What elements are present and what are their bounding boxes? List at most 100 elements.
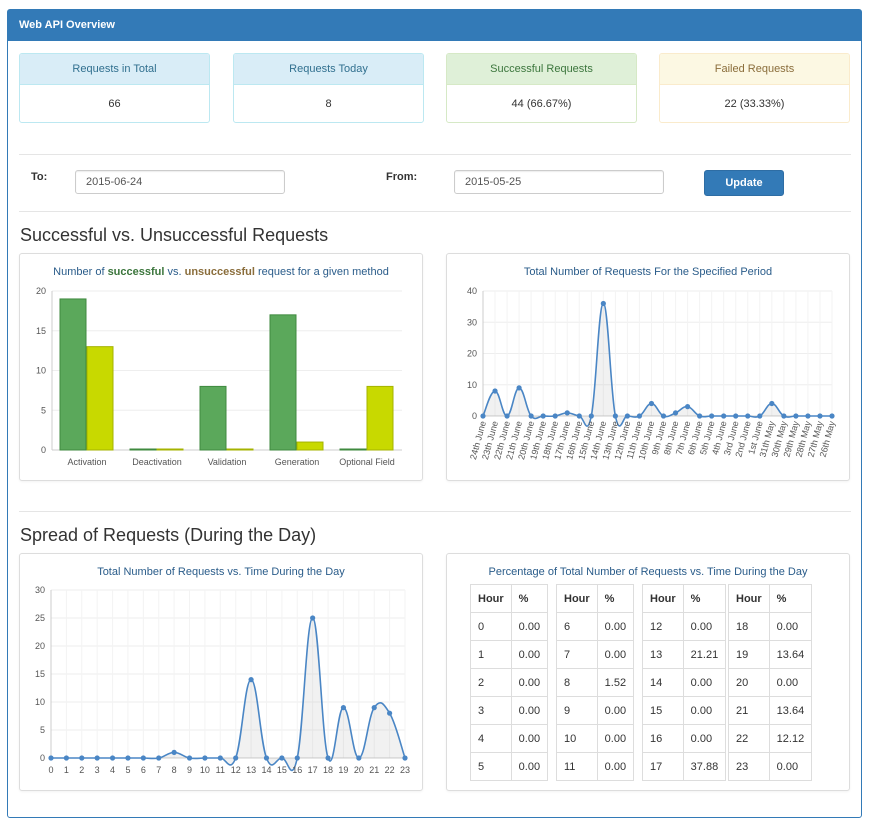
x-tick-label: 17 — [308, 765, 318, 775]
bar — [269, 314, 297, 451]
data-point — [721, 413, 727, 419]
hour-chart-title: Total Number of Requests vs. Time During… — [97, 566, 345, 578]
data-point — [504, 413, 510, 419]
stat-successful-requests: Successful Requests 44 (66.67%) — [446, 53, 637, 123]
data-point — [817, 413, 823, 419]
x-tick-label: 4 — [110, 765, 115, 775]
percent-cell: 0.00 — [682, 612, 727, 641]
stat-value: 22 (33.33%) — [724, 98, 785, 110]
table-row: 23 0.00 — [728, 752, 813, 781]
stat-label: Requests Today — [234, 54, 423, 85]
table-header-row: Hour% — [642, 584, 727, 613]
stat-label: Successful Requests — [447, 54, 636, 85]
to-date-input[interactable] — [75, 170, 285, 194]
area-fill — [51, 618, 405, 771]
x-tick-label: 20 — [354, 765, 364, 775]
hour-header: Hour — [556, 584, 598, 613]
from-date-input[interactable] — [454, 170, 664, 194]
x-tick-label: 11 — [216, 765, 225, 775]
hour-chart-box: Total Number of Requests vs. Time During… — [19, 553, 423, 791]
percent-cell: 0.00 — [510, 668, 549, 697]
hour-cell: 19 — [728, 640, 770, 669]
x-tick-label: 1 — [64, 765, 69, 775]
bar-title-suffix: request for a given method — [254, 266, 389, 278]
percent-cell: 0.00 — [596, 612, 635, 641]
data-point — [48, 755, 54, 761]
bar — [226, 448, 254, 451]
table-row: 16 0.00 — [642, 724, 727, 753]
data-point — [94, 755, 100, 761]
percent-cell: 0.00 — [596, 752, 635, 781]
x-tick-label: Generation — [275, 457, 320, 467]
y-tick-label: 25 — [35, 613, 45, 623]
data-point — [109, 755, 116, 761]
table-header-row: Hour% — [470, 584, 549, 613]
data-point — [829, 413, 835, 419]
percent-cell: 0.00 — [768, 668, 813, 697]
percent-cell: 0.00 — [510, 696, 549, 725]
percent-cell: 0.00 — [682, 696, 727, 725]
table-row: 19 13.64 — [728, 640, 813, 669]
percent-cell: 0.00 — [510, 612, 549, 641]
x-tick-label: 21 — [369, 765, 379, 775]
hour-cell: 13 — [642, 640, 684, 669]
bar-chart-box: Number of successful vs. unsuccessful re… — [19, 253, 423, 481]
bar — [129, 448, 157, 451]
percentage-table-box: Percentage of Total Number of Requests v… — [446, 553, 850, 791]
table-row: 10 0.00 — [556, 724, 635, 753]
table-row: 20 0.00 — [728, 668, 813, 697]
x-tick-label: 13 — [246, 765, 256, 775]
hour-cell: 20 — [728, 668, 770, 697]
bar-title-fail: unsuccessful — [184, 266, 255, 278]
hour-cell: 23 — [728, 752, 770, 781]
data-point — [769, 400, 775, 407]
percent-cell: 0.00 — [682, 724, 727, 753]
data-point — [492, 388, 498, 394]
data-point — [279, 755, 285, 761]
hour-cell: 15 — [642, 696, 684, 725]
data-point — [745, 413, 751, 419]
data-point — [588, 413, 594, 419]
hour-cell: 6 — [556, 612, 598, 641]
percent-header: % — [510, 584, 549, 613]
percent-cell: 13.64 — [768, 696, 813, 725]
percent-header: % — [768, 584, 813, 613]
divider — [19, 211, 851, 212]
percent-cell: 0.00 — [768, 752, 813, 781]
table-row: 17 37.88 — [642, 752, 727, 781]
hour-cell: 14 — [642, 668, 684, 697]
data-point — [805, 413, 811, 419]
section-title-success: Successful vs. Unsuccessful Requests — [20, 225, 329, 245]
data-point — [156, 755, 162, 761]
from-label: From: — [386, 171, 418, 183]
stat-failed-requests: Failed Requests 22 (33.33%) — [659, 53, 850, 123]
data-point — [540, 413, 546, 419]
data-point — [709, 413, 715, 419]
data-point — [528, 413, 534, 419]
y-tick-label: 0 — [40, 753, 45, 763]
x-tick-label: 8 — [172, 765, 177, 775]
data-point — [660, 413, 667, 419]
update-button[interactable]: Update — [704, 170, 784, 196]
bar — [296, 441, 324, 451]
hour-cell: 7 — [556, 640, 598, 669]
area-fill — [483, 303, 832, 427]
table-row: 4 0.00 — [470, 724, 549, 753]
table-row: 12 0.00 — [642, 612, 727, 641]
data-point — [202, 755, 208, 761]
data-point — [757, 413, 763, 419]
percent-cell: 1.52 — [596, 668, 635, 697]
hour-percentage-table: Hour% 12 0.00 13 21.21 14 0.00 15 0.00 16 0.00 17 37… — [642, 584, 727, 781]
data-point — [672, 410, 679, 416]
data-point — [648, 400, 655, 407]
y-tick-label: 30 — [35, 585, 45, 595]
y-tick-label: 0 — [472, 411, 477, 421]
percent-cell: 0.00 — [510, 752, 549, 781]
hour-percentage-table: Hour% 6 0.00 7 0.00 8 1.52 9 0.00 10 0.00 11 0.00 — [556, 584, 635, 781]
data-point — [125, 755, 131, 761]
divider — [19, 511, 851, 512]
percent-cell: 13.64 — [768, 640, 813, 669]
data-point — [516, 385, 522, 391]
x-tick-label: 6 — [141, 765, 146, 775]
